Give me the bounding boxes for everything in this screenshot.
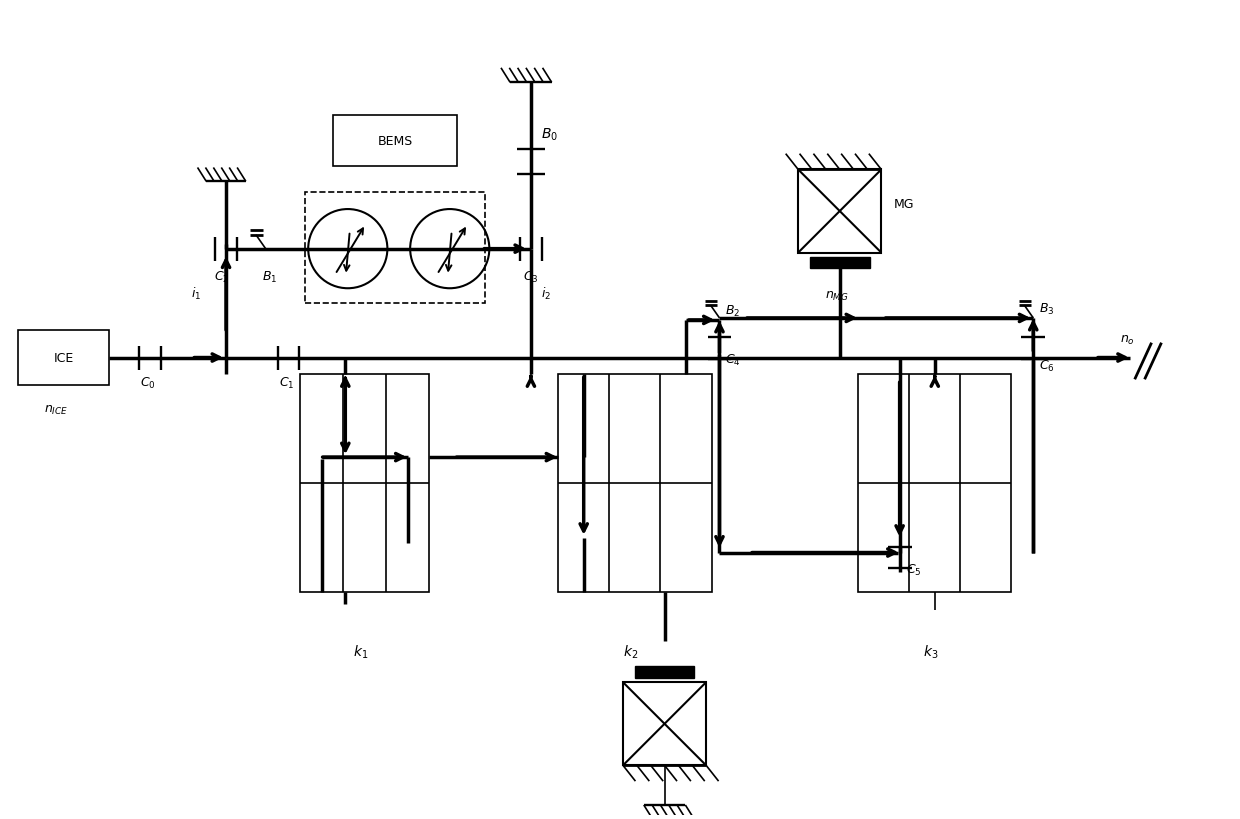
Text: $k_1$: $k_1$	[352, 643, 368, 660]
Text: $k_3$: $k_3$	[923, 643, 939, 660]
Text: $B_2$: $B_2$	[725, 303, 740, 318]
Text: $C_6$: $C_6$	[1039, 359, 1055, 373]
Text: $i_2$: $i_2$	[541, 286, 551, 302]
Text: $B_1$: $B_1$	[262, 269, 277, 284]
Bar	[300, 375, 429, 592]
Bar	[334, 115, 456, 167]
Text: $C_1$: $C_1$	[279, 375, 294, 391]
Text: $C_0$: $C_0$	[140, 375, 156, 391]
Text: $C_4$: $C_4$	[725, 352, 742, 368]
Bar	[635, 667, 694, 678]
Text: $n_o$: $n_o$	[1120, 334, 1135, 346]
Bar	[858, 375, 1012, 592]
Bar	[19, 330, 109, 386]
Text: $B_3$: $B_3$	[1039, 301, 1055, 316]
Text: $C_5$: $C_5$	[905, 562, 921, 577]
Bar	[810, 257, 869, 269]
Text: MG: MG	[894, 197, 915, 210]
Bar	[799, 170, 882, 253]
Bar	[622, 682, 706, 766]
Text: $k_2$: $k_2$	[622, 643, 639, 660]
Text: $n_{MG}$: $n_{MG}$	[825, 289, 848, 302]
Text: $B_0$: $B_0$	[541, 126, 558, 143]
Bar	[558, 375, 712, 592]
Text: $i_1$: $i_1$	[191, 286, 202, 302]
Text: $C_3$: $C_3$	[523, 269, 538, 284]
Text: BEMS: BEMS	[378, 135, 413, 148]
Text: $n_{ICE}$: $n_{ICE}$	[43, 403, 68, 416]
Text: ICE: ICE	[53, 351, 74, 364]
Text: $C_2$: $C_2$	[215, 269, 229, 284]
Bar	[305, 193, 485, 304]
